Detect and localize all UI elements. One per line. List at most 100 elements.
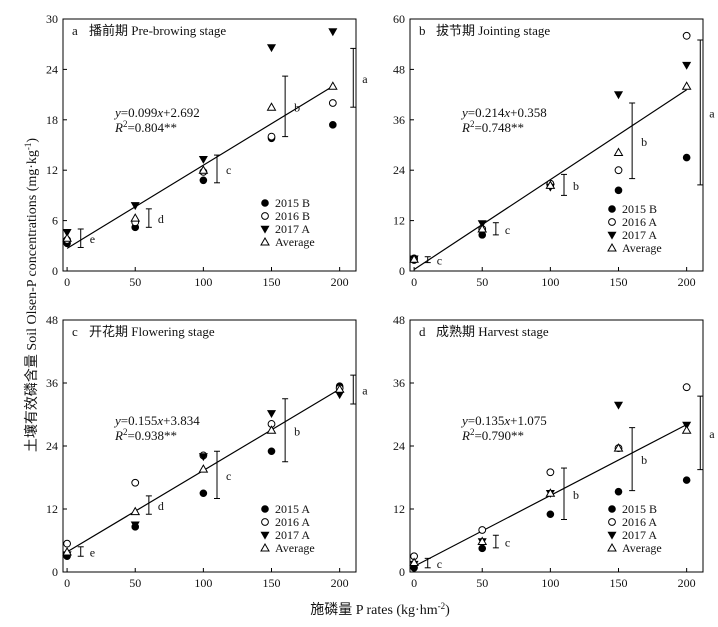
data-point <box>614 166 623 175</box>
fit-r2: R2=0.938** <box>114 427 177 443</box>
panel-letter: d <box>419 324 426 339</box>
data-point <box>328 99 337 107</box>
equation-y: y <box>460 105 468 120</box>
x-tick-label: 50 <box>129 275 141 289</box>
data-point <box>62 229 72 237</box>
data-point <box>682 383 691 392</box>
data-point <box>613 443 624 452</box>
equation-x: x <box>156 413 163 428</box>
legend-marker <box>608 218 616 226</box>
data-point <box>477 223 488 233</box>
y-tick-label: 0 <box>399 565 405 579</box>
r2-symbol: R <box>114 120 123 135</box>
equation-x: x <box>156 105 163 120</box>
legend-label: 2016 A <box>622 515 657 529</box>
legend-label: 2016 A <box>275 515 310 529</box>
x-tick-label: 200 <box>331 275 349 289</box>
data-point <box>62 547 72 556</box>
x-tick-label: 100 <box>541 576 559 590</box>
panel-c: 0 50 100 150 200 0 12 24 36 48 c 开花期 Flowering stag… <box>46 313 368 590</box>
regression-line <box>413 89 687 270</box>
legend-label: 2016 B <box>275 209 310 223</box>
y-tick-label: 30 <box>46 12 58 26</box>
data-point <box>546 510 555 519</box>
equation-intercept: +1.075 <box>510 413 547 428</box>
fit-r2: R2=0.748** <box>461 119 524 135</box>
x-axis-title: 施磷量 P rates (kg·hm-2) <box>310 601 450 618</box>
legend-label: 2015 B <box>622 502 657 516</box>
data-point <box>63 539 71 548</box>
data-point <box>130 521 140 530</box>
data-point <box>613 147 624 157</box>
y-tick-label: 48 <box>46 313 58 327</box>
equation-y: y <box>113 105 121 120</box>
data-point <box>131 478 140 487</box>
y-tick-label: 0 <box>52 565 58 579</box>
panel-b: 0 50 100 150 200 0 12 24 36 48 60 b 拔节期 Jointing sta… <box>393 12 715 289</box>
significance-letter: b <box>641 453 647 467</box>
y-tick-label: 24 <box>393 439 405 453</box>
panel-d: 0 50 100 150 200 0 12 24 36 48 d 成熟期 Harvest stage y… <box>393 313 715 590</box>
x-axis-title-main: 施磷量 P rates (kg·hm <box>310 602 438 618</box>
x-tick-label: 200 <box>678 275 696 289</box>
y-tick-label: 18 <box>46 113 58 127</box>
legend-marker <box>607 542 617 552</box>
x-axis-title-sup: -2 <box>438 601 446 611</box>
panel-title: 拔节期 Jointing stage <box>436 23 550 38</box>
significance-letter: c <box>505 536 510 550</box>
legend-label: Average <box>622 541 662 555</box>
significance-letter: b <box>294 424 300 438</box>
panel-title: 开花期 Flowering stage <box>89 324 215 339</box>
significance-letter: b <box>294 100 300 114</box>
data-point <box>409 254 419 263</box>
x-tick-label: 150 <box>610 275 628 289</box>
y-tick-label: 36 <box>393 113 405 127</box>
significance-letter: b <box>641 135 647 149</box>
data-point <box>614 186 623 195</box>
y-axis-title-main: 土壤有效磷含量 Soil Olsen-P concentrations (mg·… <box>23 150 40 452</box>
data-point <box>614 487 623 496</box>
equation-y: y <box>113 413 121 428</box>
significance-letter: c <box>437 254 442 268</box>
x-tick-label: 50 <box>476 576 488 590</box>
legend-marker <box>260 531 270 540</box>
legend-marker <box>260 542 270 552</box>
regression-line <box>66 85 334 249</box>
data-point <box>198 155 208 164</box>
significance-letter: c <box>505 223 510 237</box>
data-point <box>199 489 208 498</box>
fit-equation: y=0.155x+3.834 <box>113 413 200 428</box>
x-tick-label: 0 <box>411 576 417 590</box>
significance-letter: b <box>573 179 579 193</box>
data-point <box>545 488 556 497</box>
significance-letter: d <box>158 212 164 226</box>
significance-letter: e <box>90 546 95 560</box>
fit-equation: y=0.214x+0.358 <box>460 105 547 120</box>
significance-letter: e <box>90 232 95 246</box>
panel-title: 播前期 Pre-browing stage <box>89 23 226 38</box>
x-tick-label: 0 <box>64 275 70 289</box>
legend-marker <box>261 199 269 207</box>
data-point <box>682 31 691 40</box>
data-point <box>334 384 345 393</box>
y-axis-title: 土壤有效磷含量 Soil Olsen-P concentrations (mg·… <box>23 138 40 453</box>
legend-marker <box>260 225 270 234</box>
legend-label: 2015 B <box>622 202 657 216</box>
y-axis-title-end: ) <box>25 138 40 143</box>
y-tick-label: 12 <box>393 502 405 516</box>
x-tick-label: 150 <box>610 576 628 590</box>
fit-r2: R2=0.790** <box>461 427 524 443</box>
data-point <box>545 180 556 189</box>
significance-letter: c <box>226 469 231 483</box>
plot-frame <box>62 18 357 272</box>
equation-x: x <box>503 413 510 428</box>
r2-superscript: 2 <box>470 427 475 437</box>
data-point <box>130 202 140 211</box>
x-tick-label: 100 <box>194 275 212 289</box>
equation-slope: =0.135 <box>468 413 505 428</box>
significance-letter: a <box>709 427 715 441</box>
equation-slope: =0.155 <box>121 413 158 428</box>
data-point <box>681 425 692 434</box>
data-point <box>478 526 487 534</box>
x-tick-label: 150 <box>263 576 281 590</box>
